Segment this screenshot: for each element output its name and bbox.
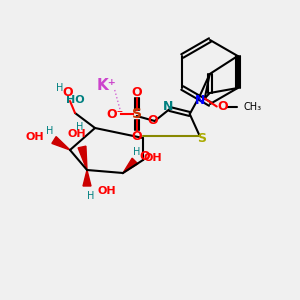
Text: O: O xyxy=(140,151,150,164)
Text: O: O xyxy=(218,100,228,113)
Text: H: H xyxy=(87,191,95,201)
Text: N: N xyxy=(194,94,205,107)
Polygon shape xyxy=(123,158,138,173)
Text: K⁺: K⁺ xyxy=(97,79,117,94)
Text: O: O xyxy=(63,86,73,100)
Text: O⁻: O⁻ xyxy=(106,107,123,121)
Text: OH: OH xyxy=(97,186,116,196)
Text: O: O xyxy=(147,115,158,128)
Text: OH: OH xyxy=(26,132,44,142)
Text: CH₃: CH₃ xyxy=(244,101,262,112)
Text: H: H xyxy=(76,122,84,132)
Polygon shape xyxy=(78,146,87,170)
Text: N: N xyxy=(163,100,173,113)
Polygon shape xyxy=(52,136,70,150)
Text: S: S xyxy=(197,131,206,145)
Text: HO: HO xyxy=(66,95,84,105)
Text: O: O xyxy=(131,85,142,98)
Text: O: O xyxy=(131,130,142,142)
Text: H: H xyxy=(133,147,141,157)
Text: H: H xyxy=(56,83,64,93)
Text: OH: OH xyxy=(68,129,86,139)
Text: OH: OH xyxy=(143,153,162,163)
Text: S: S xyxy=(132,107,142,121)
Polygon shape xyxy=(83,170,91,186)
Text: H: H xyxy=(46,126,54,136)
